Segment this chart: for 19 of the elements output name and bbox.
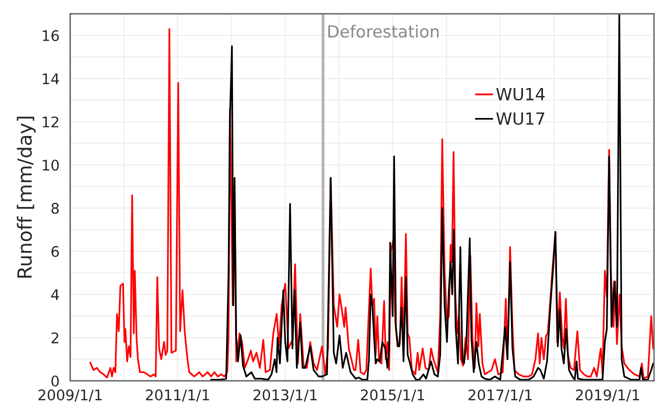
y-tick-label: 8 [51, 202, 59, 214]
x-tick-label: 2015/1/1 [360, 389, 424, 402]
y-axis-title: Runoff [mm/day] [16, 116, 36, 278]
x-tick-label: 2013/1/1 [254, 389, 317, 402]
y-tick-label: 16 [42, 30, 59, 42]
x-tick-label: 2009/1/1 [38, 389, 102, 402]
y-tick-label: 10 [42, 160, 59, 171]
y-tick-label: 2 [52, 332, 58, 344]
legend-label: WU17 [496, 112, 544, 125]
y-tick-label: 6 [52, 246, 59, 258]
y-tick-label: 14 [42, 73, 59, 84]
y-tick-label: 4 [51, 289, 59, 300]
x-tick-label: 2017/1/1 [468, 389, 532, 402]
y-tick-label: 0 [51, 376, 59, 387]
y-tick-label: 12 [42, 116, 58, 128]
x-tick-label: 2011/1/1 [146, 389, 210, 402]
x-tick-label: 2019/1/1 [576, 389, 640, 402]
ref-line-label: Deforestation [328, 24, 439, 38]
legend-label: WU14 [496, 88, 545, 100]
